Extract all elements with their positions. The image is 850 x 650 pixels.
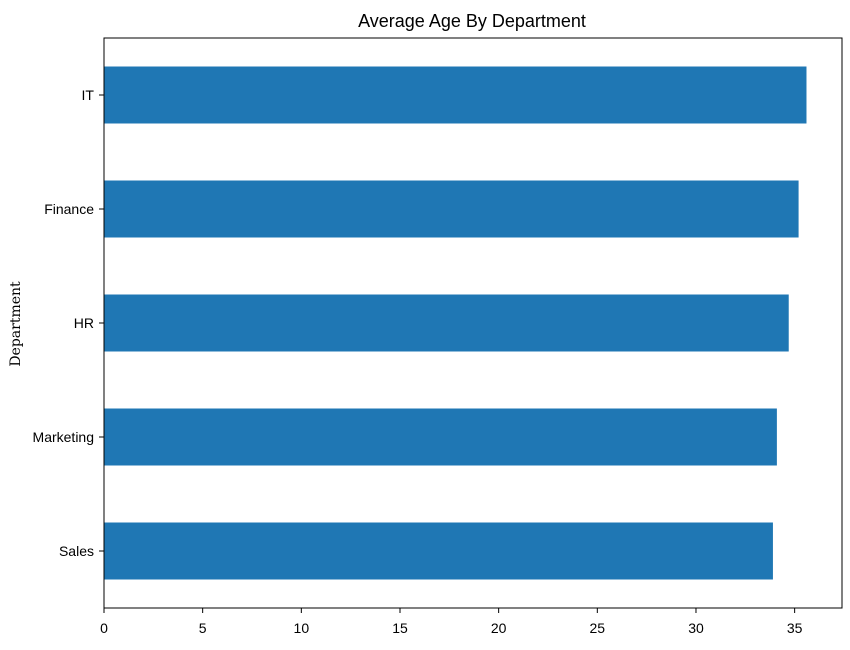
x-tick-label: 35 [787,620,803,636]
x-tick-label: 10 [294,620,310,636]
chart-title: Average Age By Department [358,11,586,31]
y-tick-label: IT [82,87,95,103]
bars-group [104,66,807,580]
y-axis-label: Department [8,281,24,367]
y-tick-label: HR [74,315,94,331]
y-tick-label: Finance [44,201,94,217]
x-tick-label: 0 [100,620,108,636]
x-tick-label: 25 [590,620,606,636]
bar-finance [104,180,799,238]
bar-it [104,66,807,124]
x-tick-label: 30 [688,620,704,636]
y-axis-ticks: Sales Marketing HR Finance IT [33,87,104,559]
plot-frame [103,37,843,609]
x-tick-label: 20 [491,620,507,636]
y-tick-label: Marketing [33,429,94,445]
bar-sales [104,522,773,580]
y-tick-label: Sales [59,543,94,559]
bar-marketing [104,408,777,466]
x-axis-ticks: 0 5 10 15 20 25 30 35 [100,608,803,636]
x-tick-label: 15 [392,620,408,636]
bar-hr [104,294,789,352]
x-tick-label: 5 [199,620,207,636]
